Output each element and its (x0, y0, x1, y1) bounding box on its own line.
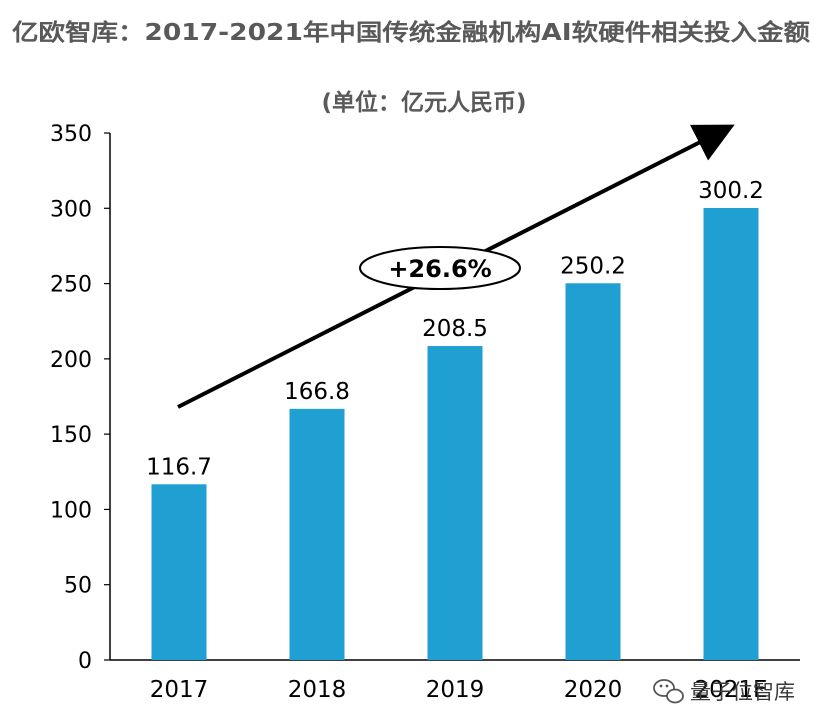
y-tick-label: 0 (78, 649, 92, 674)
x-tick-label-2018: 2018 (288, 677, 347, 703)
data-label-2019: 208.5 (422, 316, 488, 342)
bar-2019 (427, 346, 483, 660)
bar-2020 (565, 283, 621, 660)
x-tick-label-2021e: 2021E (694, 677, 767, 703)
data-label-2021e: 300.2 (698, 178, 764, 204)
y-axis-ticks: 0 50 100 150 200 250 300 350 (50, 122, 110, 674)
growth-ellipse (359, 246, 521, 290)
bars (151, 207, 759, 661)
y-tick-label: 50 (64, 574, 92, 599)
data-label-2018: 166.8 (284, 379, 350, 405)
chart-title: 亿欧智库：2017-2021年中国传统金融机构AI软硬件相关投入金额 (12, 19, 810, 46)
bar-2021e (703, 207, 759, 661)
x-tick-label-2020: 2020 (564, 677, 623, 703)
wechat-icon (653, 679, 684, 704)
chart-subtitle: (单位：亿元人民币) (321, 89, 526, 116)
bar-2017 (151, 484, 207, 660)
y-tick-label: 100 (50, 498, 92, 523)
y-tick-label: 300 (50, 197, 92, 222)
x-tick-label-2019: 2019 (426, 677, 485, 703)
growth-rate-label: +26.6% (388, 255, 491, 283)
bar-2018 (289, 408, 345, 660)
data-label-2020: 250.2 (560, 253, 626, 279)
data-labels: 116.7 166.8 208.5 250.2 300.2 (146, 178, 764, 480)
y-tick-label: 150 (50, 423, 92, 448)
watermark: 量子位智库 (653, 679, 795, 704)
y-tick-label: 250 (50, 273, 92, 298)
x-tick-label-2017: 2017 (150, 677, 209, 703)
y-tick-label: 200 (50, 348, 92, 373)
y-tick-label: 350 (50, 122, 92, 147)
data-label-2017: 116.7 (146, 454, 212, 480)
x-axis-labels: 2017 2018 2019 2020 2021E (150, 677, 768, 703)
watermark-text: 量子位智库 (690, 680, 795, 704)
